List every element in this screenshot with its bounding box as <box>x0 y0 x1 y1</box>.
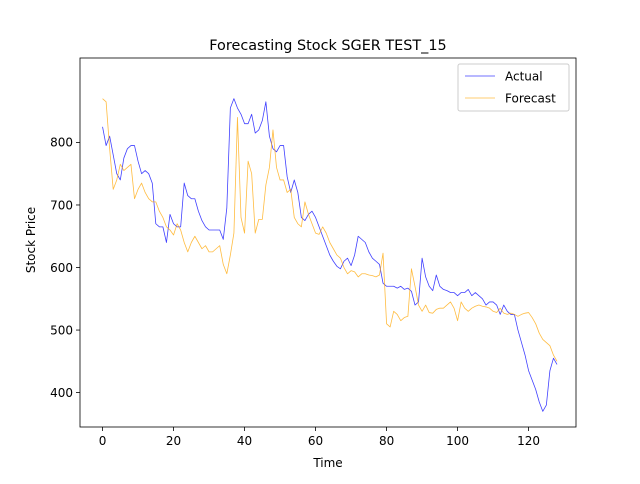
y-axis-label: Stock Price <box>24 207 38 273</box>
y-tick-label: 800 <box>50 136 73 150</box>
legend-label-actual: Actual <box>505 70 543 84</box>
y-tick-label: 600 <box>50 261 73 275</box>
legend-label-forecast: Forecast <box>505 92 556 106</box>
x-tick-label: 100 <box>446 434 469 448</box>
series-line-actual <box>102 98 558 412</box>
y-axis-ticks: 400 500 600 700 800 <box>50 136 80 400</box>
x-tick-label: 0 <box>99 434 107 448</box>
y-tick-label: 500 <box>50 323 73 337</box>
x-tick-label: 40 <box>237 434 252 448</box>
y-tick-label: 700 <box>50 198 73 212</box>
x-tick-label: 120 <box>517 434 540 448</box>
y-tick-label: 400 <box>50 386 73 400</box>
x-axis-ticks: 0 20 40 60 80 100 120 <box>99 427 540 448</box>
series-line-forecast <box>102 98 558 362</box>
x-tick-label: 80 <box>379 434 394 448</box>
axes-frame <box>79 57 577 428</box>
chart-title: Forecasting Stock SGER TEST_15 <box>209 38 446 54</box>
x-tick-label: 20 <box>166 434 181 448</box>
plot-area <box>102 98 558 412</box>
legend: Actual Forecast <box>457 63 570 112</box>
x-tick-label: 60 <box>308 434 323 448</box>
x-axis-label: Time <box>312 456 342 470</box>
